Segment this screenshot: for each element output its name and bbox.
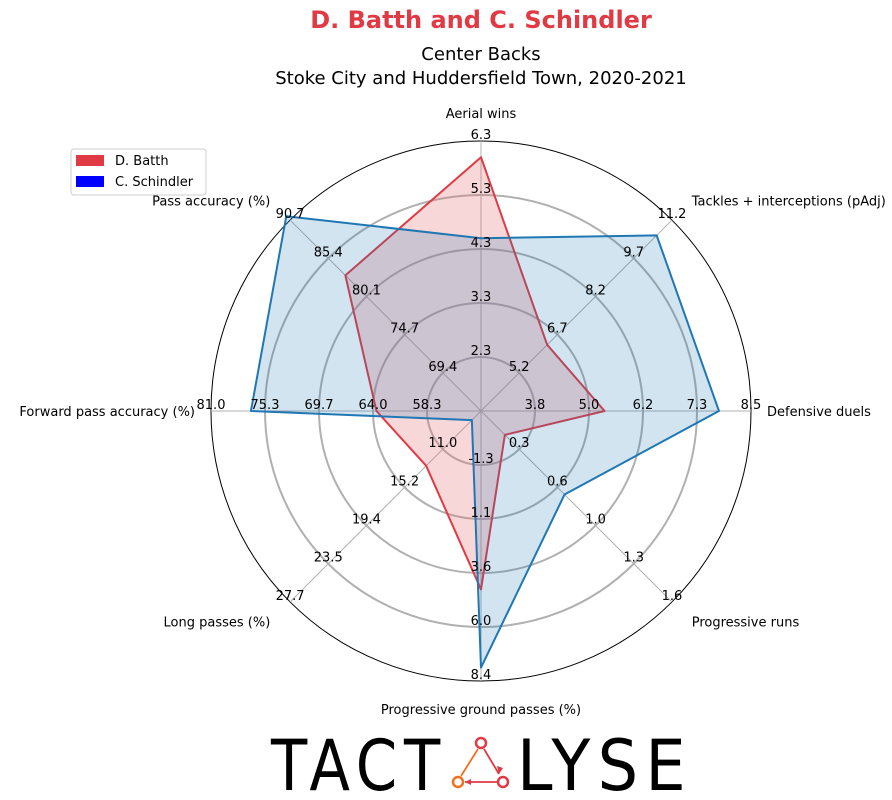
tick-label: 19.4 [352, 513, 381, 528]
tick-label: 0.6 [547, 474, 568, 489]
logo-text-right: LYSE [517, 725, 693, 800]
radar-axis-labels: Aerial wins Tackles + interceptions (pAdj… [19, 107, 885, 718]
tick-label: 85.4 [314, 245, 343, 260]
chart-title: D. Batth and C. Schindler [310, 6, 652, 34]
tick-label: 11.2 [657, 207, 686, 222]
tick-label: 1.1 [471, 506, 492, 521]
axis-label: Aerial wins [446, 107, 517, 122]
grid-spoke-3 [480, 410, 673, 603]
tick-label: -1.3 [468, 452, 493, 467]
legend-label-schindler: C. Schindler [115, 175, 194, 190]
tick-label: 90.7 [276, 207, 305, 222]
tick-label: 5.3 [471, 182, 492, 197]
tick-label: 23.5 [314, 551, 343, 566]
tick-label: 75.3 [251, 398, 280, 413]
legend-swatch-batth [76, 155, 104, 166]
chart-subtitle-line1: Center Backs [421, 44, 540, 65]
axis-label: Tackles + interceptions (pAdj) [691, 194, 886, 209]
tactalyse-logo: TACT LYSE [270, 725, 693, 800]
tick-label: 81.0 [197, 398, 226, 413]
tick-label: 3.6 [471, 560, 492, 575]
tick-label: 5.2 [509, 360, 530, 375]
tick-label: 1.6 [662, 589, 683, 604]
legend: D. Batth C. Schindler [70, 148, 207, 196]
grid-spoke-7 [289, 219, 482, 412]
tick-label: 3.8 [525, 398, 546, 413]
series-0-polygon [344, 156, 606, 591]
tick-label: 4.3 [471, 236, 492, 251]
axis-label: Defensive duels [767, 405, 871, 420]
tick-label: 15.2 [390, 474, 419, 489]
chart-subtitle-line2: Stoke City and Huddersfield Town, 2020-2… [275, 68, 687, 89]
tick-label: 6.3 [471, 128, 492, 143]
tick-label: 6.2 [633, 398, 654, 413]
tick-label: 8.5 [741, 398, 762, 413]
tick-label: 1.0 [585, 513, 606, 528]
axis-label: Forward pass accuracy (%) [19, 405, 195, 420]
tick-label: 5.0 [579, 398, 600, 413]
tick-label: 58.3 [413, 398, 442, 413]
legend-box [70, 148, 207, 196]
series-1-polygon [249, 215, 720, 669]
axis-label: Progressive ground passes (%) [381, 703, 581, 718]
tick-label: 1.3 [623, 551, 644, 566]
tick-label: 69.7 [305, 398, 334, 413]
radar-series [249, 156, 720, 669]
axis-label: Progressive runs [692, 616, 800, 631]
tick-label: 3.3 [471, 290, 492, 305]
tick-label: 80.1 [352, 283, 381, 298]
axis-label: Long passes (%) [164, 616, 271, 631]
axis-label: Pass accuracy (%) [152, 194, 270, 209]
radar-tick-labels: 2.3 3.3 4.3 5.3 6.3 5.2 6.7 8.2 9.7 11.2 3.8 5.0 6.2… [197, 128, 762, 683]
legend-label-batth: D. Batth [115, 154, 169, 169]
legend-swatch-schindler [76, 176, 104, 187]
tick-label: 6.0 [471, 614, 492, 629]
logo-text-left: TACT [270, 725, 447, 800]
logo-triangle-icon [451, 736, 510, 789]
tick-label: 2.3 [471, 344, 492, 359]
tick-label: 8.4 [471, 668, 492, 683]
tick-label: 74.7 [390, 322, 419, 337]
tick-label: 6.7 [547, 322, 568, 337]
grid-spoke-1 [480, 219, 673, 412]
tick-label: 0.3 [509, 436, 530, 451]
tick-label: 64.0 [359, 398, 388, 413]
tick-label: 69.4 [428, 360, 457, 375]
tick-label: 8.2 [585, 283, 606, 298]
tick-label: 11.0 [428, 436, 457, 451]
tick-label: 9.7 [623, 245, 644, 260]
grid-spoke-5 [289, 410, 482, 603]
tick-label: 27.7 [276, 589, 305, 604]
tick-label: 7.3 [687, 398, 708, 413]
